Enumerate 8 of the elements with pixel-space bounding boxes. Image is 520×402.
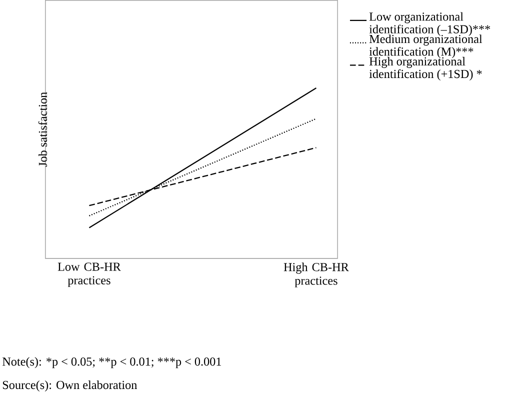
text: ***p < 0.001 <box>158 358 221 368</box>
x-tick-label: High CB-HR practices <box>284 262 349 288</box>
source-note: Source(s): Own elaboration <box>2 380 137 392</box>
y-axis-title: Job satisfaction <box>38 92 48 167</box>
x-tick-label: Low CB-HR practices <box>58 262 121 288</box>
legend-label: High organizational identification (+1SD) * <box>369 57 482 81</box>
text: **p < 0.01; <box>99 358 154 368</box>
text: Note(s): *p < 0.05; <box>2 357 95 368</box>
